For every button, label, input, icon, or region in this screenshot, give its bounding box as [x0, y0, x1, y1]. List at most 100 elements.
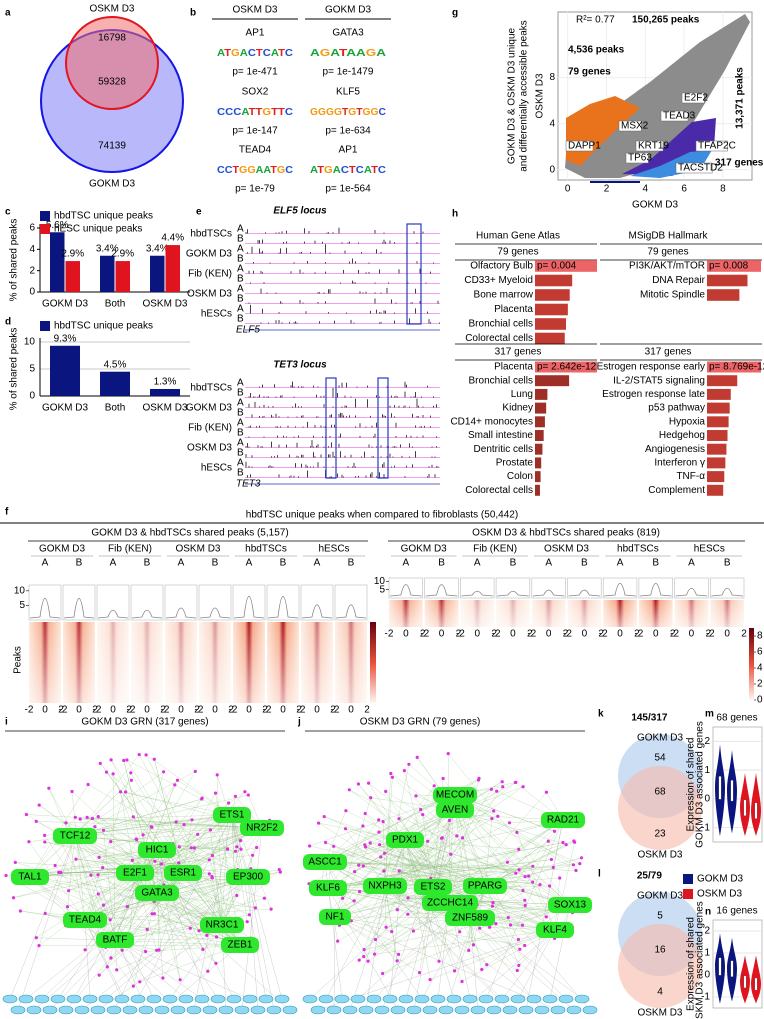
- x-tick-label: 2: [160, 705, 166, 716]
- logo-letter: A: [346, 48, 356, 59]
- set-subtitle: 317 genes: [495, 347, 542, 358]
- gene-node: [514, 871, 518, 875]
- gene-node: [458, 930, 462, 934]
- profile-box: [300, 584, 334, 621]
- sample-label: Fib (KEN): [108, 544, 152, 555]
- hub-label: GATA3: [141, 888, 173, 899]
- term-label: DNA Repair: [652, 275, 705, 286]
- peak-node: [390, 1005, 406, 1015]
- gene-node: [251, 853, 255, 857]
- gene-node: [356, 782, 360, 786]
- hub-node: [445, 910, 495, 926]
- gene-node: [523, 903, 527, 908]
- logo-letter: G: [262, 107, 271, 118]
- x-tick-label: -2: [456, 629, 465, 640]
- gene-node: [485, 963, 489, 967]
- gene-node: [520, 923, 525, 927]
- x-tick-label: -2: [297, 705, 306, 716]
- highlight-box: [406, 223, 422, 325]
- profile-box: [388, 577, 424, 599]
- gene-tag-label: DAPP1: [568, 141, 601, 152]
- heatmap-fade: [638, 600, 673, 627]
- logo-letter: T: [356, 107, 362, 118]
- p-value: p= 8.769e-12: [709, 362, 764, 373]
- venn-count: 4: [657, 987, 663, 998]
- hub-node: [463, 878, 507, 894]
- profile-curve: [532, 589, 565, 597]
- gene-node: [571, 863, 576, 867]
- gene-node: [384, 789, 388, 794]
- motif-name: KLF5: [336, 87, 360, 98]
- panel-letter: d: [5, 317, 11, 328]
- p-value: p= 0.004: [537, 261, 577, 272]
- gene-node: [150, 912, 154, 916]
- motif-name: SOX2: [242, 87, 269, 98]
- axis-label: GOKM D3 associated genes: [695, 721, 706, 848]
- gene-node: [182, 823, 186, 827]
- gene-node: [415, 755, 419, 760]
- gene-node: [83, 948, 87, 952]
- profile-curve: [97, 609, 129, 619]
- peak-node: [542, 994, 558, 1004]
- y-tick-label: 1: [704, 948, 710, 959]
- bar: [707, 416, 729, 428]
- x-tick-label: -2: [127, 705, 136, 716]
- hub-label: HIC1: [146, 845, 169, 856]
- track-signal: [247, 244, 407, 254]
- gene-node: [368, 841, 372, 845]
- gene-node: [417, 971, 422, 975]
- x-tick-label: 0: [565, 184, 571, 195]
- x-tick-label: 0: [110, 705, 116, 716]
- profile-curve: [301, 604, 333, 619]
- column-title: Human Gene Atlas: [476, 231, 560, 242]
- gene-tag: [675, 162, 713, 174]
- peak-node: [194, 994, 210, 1004]
- heatmap-fade: [267, 622, 299, 703]
- sample-label: hbdTSCs: [245, 544, 287, 555]
- profile-box: [674, 577, 709, 599]
- gene-node: [491, 901, 495, 905]
- gene-node: [13, 860, 17, 865]
- gene-node: [145, 927, 149, 932]
- profile-box: [424, 577, 459, 599]
- peak-node: [218, 1005, 234, 1015]
- venn-circle: [618, 924, 702, 1008]
- hub-label: TEAD4: [69, 915, 102, 926]
- peak-node: [282, 1005, 298, 1015]
- value-label: 5.6%: [46, 220, 69, 231]
- gene-node: [515, 830, 519, 835]
- y-tick-label: 2: [704, 736, 710, 747]
- logo-letter: C: [248, 48, 256, 59]
- logo-letter: A: [376, 48, 386, 59]
- hub-label: ASCC1: [308, 857, 342, 868]
- hub-label: TAL1: [18, 872, 42, 883]
- x-tick-label: 0: [689, 629, 695, 640]
- gene-node: [518, 947, 522, 951]
- p-value: p= 2.642e-12: [537, 362, 597, 373]
- heatmap-fade: [603, 600, 637, 627]
- peak-node: [234, 1005, 250, 1015]
- axis-label: Expression of shared: [686, 917, 697, 1011]
- gene-node: [196, 832, 200, 837]
- hub-node: [53, 828, 97, 844]
- gene-node: [383, 851, 387, 855]
- heatmap-fade: [97, 622, 129, 703]
- track-label: hESCs: [201, 463, 232, 474]
- gene-node: [558, 876, 562, 880]
- logo-letter: G: [366, 48, 377, 59]
- logo-letter: G: [239, 165, 248, 176]
- y-tick-label: 5: [379, 584, 385, 595]
- gene-node: [101, 866, 105, 870]
- gene-node: [93, 825, 97, 829]
- y-tick-label: 8: [549, 72, 555, 83]
- gene-node: [362, 955, 366, 959]
- gene-node: [561, 840, 565, 845]
- x-tick-label: 2: [296, 705, 302, 716]
- x-tick-label: Both: [105, 299, 126, 310]
- gene-node: [390, 775, 394, 779]
- profile-curve: [461, 590, 494, 597]
- track-label: GOKM D3: [186, 403, 233, 414]
- bar: [707, 402, 730, 414]
- bar: [50, 345, 80, 396]
- gene-node: [353, 870, 357, 874]
